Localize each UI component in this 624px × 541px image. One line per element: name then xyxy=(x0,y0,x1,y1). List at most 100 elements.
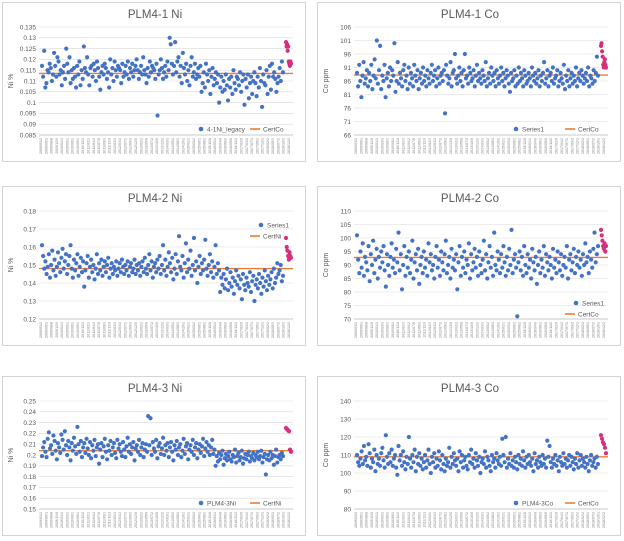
data-point xyxy=(452,268,458,273)
data-point xyxy=(59,255,64,260)
data-point xyxy=(471,68,476,73)
data-point xyxy=(90,270,95,275)
data-point xyxy=(134,443,139,448)
y-axis-label: Co ppm xyxy=(323,69,330,94)
x-tick-label: 2013/05/0 xyxy=(145,138,149,154)
data-point xyxy=(508,70,514,75)
data-point xyxy=(267,282,272,287)
x-tick-label: 2010/03/1 xyxy=(380,512,384,528)
data-point xyxy=(403,273,408,278)
data-point xyxy=(208,445,214,450)
x-tick-label: 2009/03/2 xyxy=(39,322,43,338)
data-point xyxy=(49,262,54,268)
data-point xyxy=(431,460,436,465)
x-tick-label: 2010/01/1 xyxy=(375,512,379,528)
data-point xyxy=(212,76,217,81)
data-point xyxy=(583,241,588,246)
data-point xyxy=(107,448,112,453)
data-point xyxy=(120,61,125,66)
data-point xyxy=(279,59,284,64)
x-tick-label: 2011/04/2 xyxy=(92,512,96,528)
data-point xyxy=(567,84,572,89)
data-point xyxy=(380,73,385,78)
data-point xyxy=(91,61,96,66)
data-point xyxy=(556,260,561,265)
data-point xyxy=(247,459,252,464)
data-point xyxy=(503,273,508,278)
data-point xyxy=(565,276,571,281)
data-point xyxy=(442,252,447,257)
x-tick-label: 2010/09/1 xyxy=(391,138,395,154)
x-tick-label: 2015/08/2 xyxy=(518,138,522,154)
data-point xyxy=(192,61,198,66)
data-point xyxy=(584,78,590,84)
x-tick-label: 2010/01/1 xyxy=(375,138,379,154)
data-point xyxy=(50,72,56,77)
data-point xyxy=(138,452,143,458)
data-point xyxy=(466,81,471,86)
data-point xyxy=(252,458,257,463)
data-point xyxy=(376,254,382,259)
data-point xyxy=(69,266,74,271)
data-point xyxy=(546,454,551,459)
data-point xyxy=(200,436,206,441)
x-tick-label: 2012/04/2 xyxy=(433,322,437,338)
data-point xyxy=(418,463,423,468)
data-point xyxy=(379,87,384,92)
data-point xyxy=(360,241,365,246)
x-tick-label: 2012/12/0 xyxy=(449,138,453,154)
data-point xyxy=(195,456,200,461)
data-point xyxy=(173,40,178,45)
data-point xyxy=(469,252,474,257)
data-point xyxy=(457,65,462,70)
data-point xyxy=(434,244,439,249)
data-point xyxy=(236,273,241,278)
data-point xyxy=(258,453,263,459)
data-point xyxy=(211,275,216,280)
x-tick-label: 2011/11/3 xyxy=(108,322,112,337)
x-tick-label: 2012/04/2 xyxy=(118,512,122,528)
x-tick-label: 2010/11/2 xyxy=(396,138,400,154)
x-tick-label: 2015/01/1 xyxy=(502,512,506,528)
data-point xyxy=(266,452,271,458)
data-point xyxy=(534,281,539,286)
data-point xyxy=(430,78,436,84)
data-point xyxy=(366,442,371,447)
data-point xyxy=(230,91,235,97)
data-point xyxy=(575,451,580,456)
data-point xyxy=(493,465,498,470)
data-point xyxy=(497,271,503,276)
data-point xyxy=(236,450,241,455)
data-point xyxy=(179,455,184,460)
x-tick-label: 2015/06/1 xyxy=(512,138,516,154)
data-point xyxy=(126,273,131,278)
x-tick-label: 2015/01/1 xyxy=(187,322,191,338)
data-point xyxy=(501,452,506,458)
data-point xyxy=(156,266,161,271)
data-point xyxy=(515,314,520,319)
data-point xyxy=(150,275,155,280)
data-point xyxy=(459,452,465,458)
panel-plm4-3-co: PLM4-3 Co 80 90 100 110 120 130 140 Co ppm 2009/0… xyxy=(317,376,621,536)
data-point xyxy=(394,465,399,470)
data-point xyxy=(495,458,500,463)
data-point xyxy=(159,446,165,451)
data-point xyxy=(164,448,169,453)
data-point xyxy=(542,456,548,461)
y-tick-label: 0.23 xyxy=(23,420,36,427)
data-point xyxy=(505,456,511,461)
x-tick-label: 2016/04/0 xyxy=(533,322,537,338)
data-point xyxy=(390,68,395,73)
data-point xyxy=(44,455,49,460)
data-point xyxy=(280,273,286,278)
data-point xyxy=(406,249,411,254)
data-point xyxy=(472,84,477,89)
data-point xyxy=(193,76,199,81)
x-tick-label: 2011/04/2 xyxy=(92,138,96,154)
data-point xyxy=(559,460,564,465)
data-point xyxy=(132,257,137,262)
y-tick-label: 0.2 xyxy=(27,452,36,459)
data-point xyxy=(451,451,456,456)
data-point xyxy=(188,63,193,68)
x-tick-label: 2014/08/1 xyxy=(491,322,495,338)
